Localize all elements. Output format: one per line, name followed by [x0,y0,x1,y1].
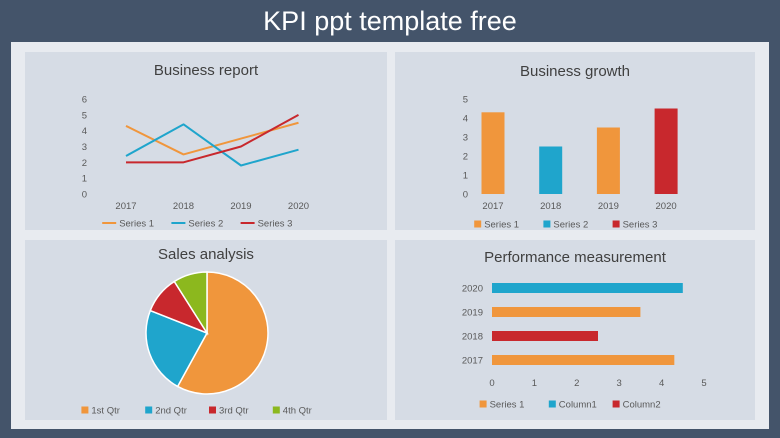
x-tick-label: 2017 [115,201,136,212]
legend-label: Series 1 [119,219,154,230]
performance-measurement-chart: Performance measurement 2020 2019 2018 2017 0… [462,249,707,411]
x-tick-label: 2019 [598,201,619,212]
sales-analysis-chart: Sales analysis 1st Qtr 2nd Qtr 3rd Qtr 4th Q… [81,246,312,417]
x-tick-label: 2020 [288,201,309,212]
business-report-chart: Business report 0 1 2 3 4 5 6 2017 2018 2019 2020 Se… [82,62,309,230]
legend-label: Column1 [559,400,597,411]
legend-swatch [209,406,216,414]
x-tick-label: 1 [532,378,537,389]
y-tick-label: 5 [82,110,87,121]
legend-swatch [543,220,551,228]
legend-swatch [548,400,556,408]
y-tick-label: 2 [82,158,87,169]
y-tick-label: 2 [463,152,468,163]
chart-title: Performance measurement [484,249,667,266]
legend-label: Series 3 [623,220,658,231]
x-tick-label: 2019 [230,201,251,212]
y-tick-label: 3 [82,142,87,153]
series-line [125,121,299,156]
sales-analysis-panel: Sales analysis 1st Qtr 2nd Qtr 3rd Qtr 4th Q… [25,240,387,420]
y-tick-label: 4 [463,114,468,125]
y-tick-label: 2018 [462,332,483,343]
bar [492,331,598,341]
slide-title: KPI ppt template free [263,6,517,36]
legend-label: Series 3 [258,219,293,230]
x-tick-label: 2 [574,378,579,389]
chart-title: Sales analysis [158,246,254,263]
x-tick-label: 5 [701,378,706,389]
business-growth-chart: Business growth 0 1 2 3 4 5 2017 2018 2019 2020 Ser… [463,63,678,231]
y-tick-label: 6 [82,95,87,106]
bar [654,108,678,194]
legend-swatch [612,400,620,408]
x-tick-label: 2018 [173,201,194,212]
pie-slice [176,271,269,395]
y-tick-label: 1 [463,171,468,182]
legend-swatch [145,406,153,414]
y-tick-label: 2020 [462,284,483,295]
slide-canvas: Business report 0 1 2 3 4 5 6 2017 2018 2019 2020 Se… [11,42,769,429]
legend-label: 2nd Qtr [155,406,187,417]
y-tick-label: 2017 [462,356,483,367]
x-tick-label: 2017 [482,201,503,212]
y-tick-label: 0 [463,190,468,201]
legend-label: 3rd Qtr [219,406,249,417]
chart-title: Business growth [520,63,630,80]
x-tick-label: 4 [659,378,664,389]
pie-slice [173,271,208,336]
x-tick-label: 2020 [656,201,677,212]
series-line [125,123,299,167]
y-tick-label: 3 [463,133,468,144]
legend-label: Series 1 [484,220,519,231]
bar [481,112,505,194]
legend-swatch [474,220,482,228]
business-report-panel: Business report 0 1 2 3 4 5 6 2017 2018 2019 2020 Se… [25,52,387,230]
y-tick-label: 1 [82,174,87,185]
legend-label: Series 2 [188,219,223,230]
x-tick-label: 0 [489,378,494,389]
x-tick-label: 3 [617,378,622,389]
bar [492,283,683,293]
y-tick-label: 2019 [462,308,483,319]
y-tick-label: 0 [82,190,87,201]
legend-label: Column2 [623,400,661,411]
bar [539,146,563,194]
y-tick-label: 4 [82,126,87,137]
legend-label: 1st Qtr [91,406,120,417]
chart-title: Business report [154,62,259,79]
legend-swatch [612,220,620,228]
legend-swatch [81,406,89,414]
bar [596,127,620,194]
business-growth-panel: Business growth 0 1 2 3 4 5 2017 2018 2019 2020 Ser… [395,52,755,230]
legend-label: Series 1 [490,400,525,411]
legend-label: 4th Qtr [283,406,312,417]
series-line [126,113,299,164]
legend-swatch [479,400,487,408]
legend-swatch [272,406,280,414]
bar [492,307,641,317]
legend-label: Series 2 [553,220,588,231]
pie-slice [145,309,209,388]
performance-measurement-panel: Performance measurement 2020 2019 2018 2017 0… [395,240,755,420]
bar [492,355,675,365]
x-tick-label: 2018 [540,201,561,212]
y-tick-label: 5 [463,95,468,106]
